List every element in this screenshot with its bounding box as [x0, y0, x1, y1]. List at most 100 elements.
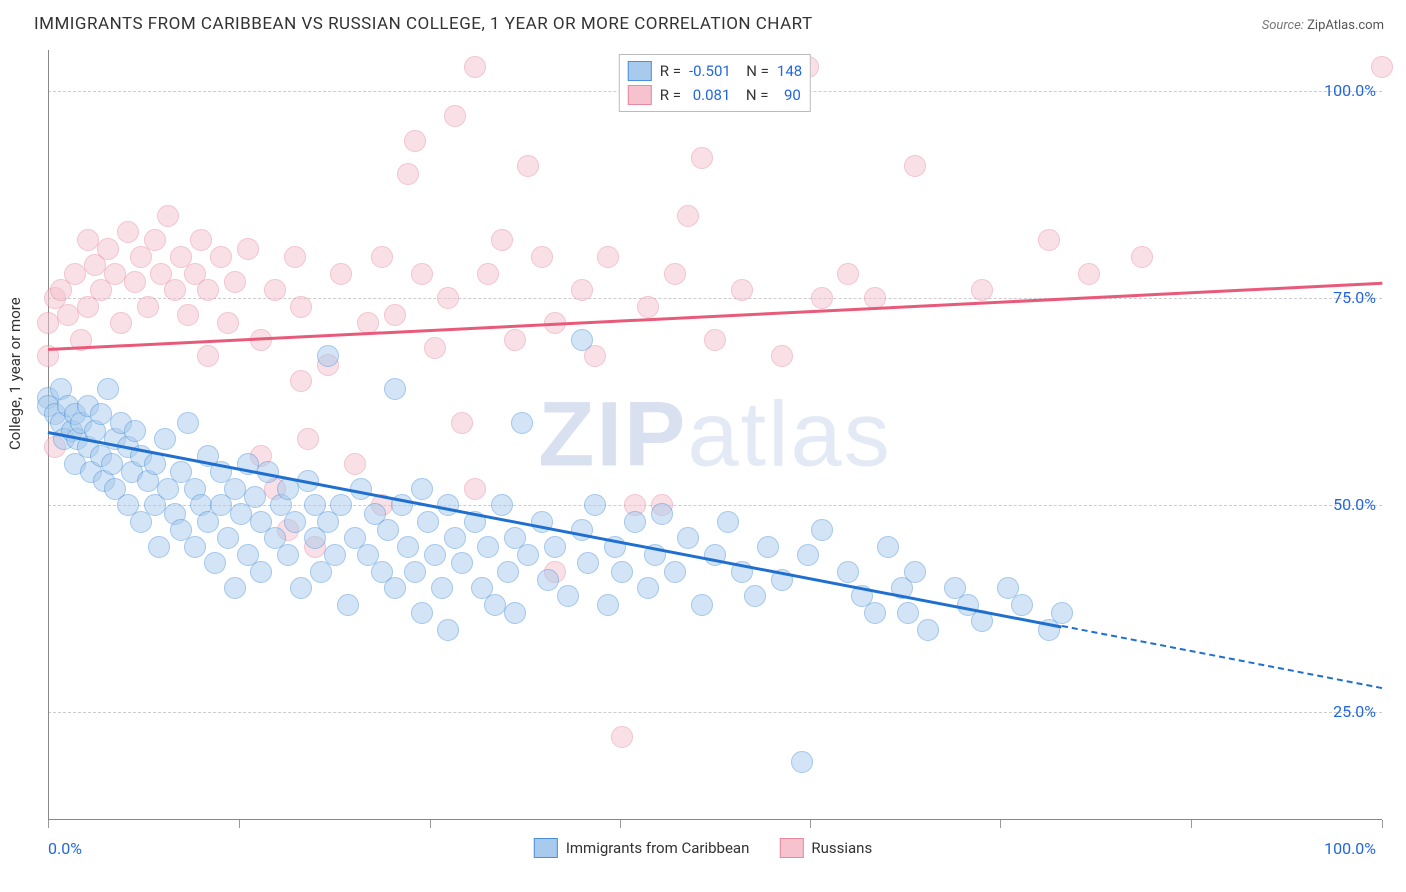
scatter-point	[77, 229, 99, 251]
scatter-point	[124, 271, 146, 293]
scatter-point	[1371, 56, 1393, 78]
scatter-point	[1038, 229, 1060, 251]
scatter-point	[511, 412, 533, 434]
scatter-point	[57, 304, 79, 326]
scatter-point	[611, 561, 633, 583]
scatter-point	[224, 478, 246, 500]
scatter-point	[431, 577, 453, 599]
r-value-russians: 0.081	[689, 86, 730, 104]
scatter-point	[444, 527, 466, 549]
scatter-point	[397, 163, 419, 185]
scatter-point	[424, 544, 446, 566]
scatter-point	[411, 602, 433, 624]
scatter-point	[64, 263, 86, 285]
scatter-point	[571, 329, 593, 351]
scatter-point	[811, 519, 833, 541]
r-label: R =	[660, 86, 681, 104]
scatter-point	[624, 511, 646, 533]
source-attribution: Source: ZipAtlas.com	[1262, 18, 1384, 33]
chart-title: IMMIGRANTS FROM CARIBBEAN VS RUSSIAN COL…	[34, 14, 813, 34]
scatter-point	[404, 130, 426, 152]
scatter-point	[424, 337, 446, 359]
y-axis-line	[48, 50, 49, 820]
scatter-point	[124, 420, 146, 442]
scatter-point	[577, 552, 599, 574]
series-legend: Immigrants from Caribbean Russians	[534, 838, 872, 858]
plot-area: ZIPatlas R = -0.501 N = 148 R = 0.081 N …	[48, 50, 1382, 820]
scatter-point	[517, 544, 539, 566]
scatter-point	[284, 246, 306, 268]
scatter-point	[504, 602, 526, 624]
x-axis-max-label: 100.0%	[1324, 839, 1376, 858]
scatter-point	[237, 238, 259, 260]
x-tick-mark	[1382, 820, 1383, 828]
scatter-point	[517, 155, 539, 177]
scatter-point	[144, 453, 166, 475]
scatter-point	[491, 229, 513, 251]
legend-item-russians: Russians	[779, 838, 872, 858]
scatter-point	[144, 229, 166, 251]
scatter-point	[110, 312, 132, 334]
trend-line	[1062, 625, 1383, 689]
scatter-point	[904, 155, 926, 177]
scatter-point	[411, 478, 433, 500]
scatter-point	[101, 453, 123, 475]
n-label: N =	[738, 86, 768, 104]
x-tick-mark	[810, 820, 811, 828]
y-axis-label: College, 1 year or more	[6, 297, 24, 450]
source-label: Source:	[1262, 18, 1304, 33]
scatter-point	[244, 486, 266, 508]
scatter-point	[437, 619, 459, 641]
scatter-point	[664, 263, 686, 285]
scatter-point	[837, 263, 859, 285]
scatter-point	[317, 345, 339, 367]
scatter-point	[337, 594, 359, 616]
scatter-point	[177, 304, 199, 326]
scatter-point	[597, 594, 619, 616]
scatter-point	[864, 602, 886, 624]
scatter-point	[164, 279, 186, 301]
y-tick-label: 50.0%	[1333, 495, 1376, 514]
x-tick-mark	[1191, 820, 1192, 828]
scatter-point	[297, 428, 319, 450]
x-tick-mark	[430, 820, 431, 828]
scatter-point	[597, 246, 619, 268]
x-axis-min-label: 0.0%	[48, 839, 82, 858]
scatter-point	[664, 561, 686, 583]
scatter-point	[451, 552, 473, 574]
scatter-point	[330, 494, 352, 516]
scatter-point	[197, 345, 219, 367]
scatter-point	[917, 619, 939, 641]
scatter-point	[677, 527, 699, 549]
scatter-point	[971, 279, 993, 301]
scatter-point	[717, 511, 739, 533]
scatter-point	[437, 287, 459, 309]
scatter-point	[837, 561, 859, 583]
scatter-point	[137, 296, 159, 318]
scatter-point	[204, 552, 226, 574]
scatter-point	[544, 536, 566, 558]
scatter-point	[484, 594, 506, 616]
scatter-point	[277, 544, 299, 566]
scatter-point	[264, 279, 286, 301]
scatter-point	[250, 561, 272, 583]
scatter-point	[290, 370, 312, 392]
legend-item-caribbean: Immigrants from Caribbean	[534, 838, 750, 858]
scatter-point	[90, 403, 112, 425]
scatter-point	[1078, 263, 1100, 285]
scatter-point	[330, 263, 352, 285]
scatter-point	[154, 428, 176, 450]
scatter-point	[210, 246, 232, 268]
scatter-point	[384, 577, 406, 599]
scatter-point	[691, 594, 713, 616]
scatter-point	[637, 577, 659, 599]
scatter-point	[731, 279, 753, 301]
scatter-point	[464, 56, 486, 78]
scatter-point	[104, 263, 126, 285]
scatter-point	[451, 412, 473, 434]
scatter-point	[224, 271, 246, 293]
scatter-point	[571, 519, 593, 541]
r-label: R =	[660, 62, 681, 80]
scatter-point	[177, 412, 199, 434]
legend-swatch-caribbean	[628, 61, 652, 81]
